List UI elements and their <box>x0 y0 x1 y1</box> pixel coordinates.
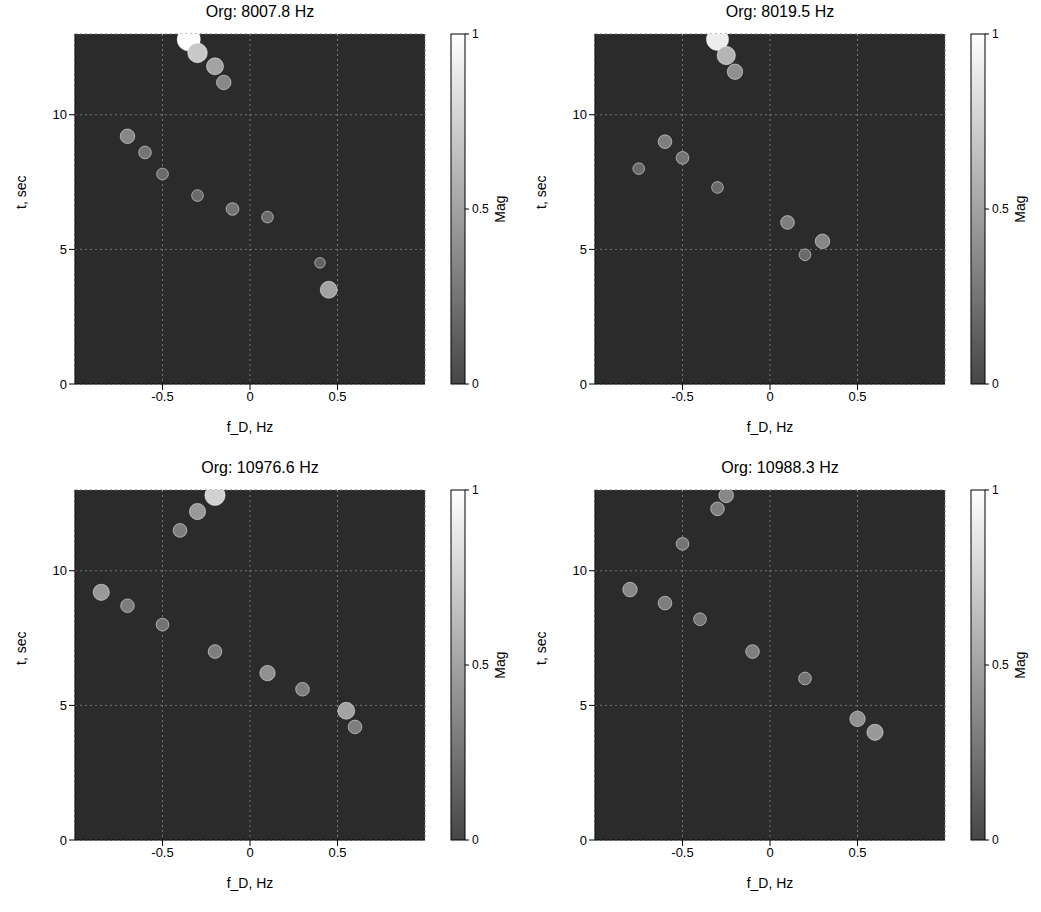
html-text:Org: 10988.3 Hz: Org: 10988.3 Hz <box>721 459 839 476</box>
svg-text:5: 5 <box>60 242 67 257</box>
html-text:Org: 10976.6 Hz: Org: 10976.6 Hz <box>201 459 319 476</box>
svg-text:1: 1 <box>992 483 999 497</box>
html-text:Org: 8019.5 Hz: Org: 8019.5 Hz <box>725 3 835 20</box>
svg-text:0.5: 0.5 <box>848 845 866 860</box>
svg-text:10: 10 <box>53 563 67 578</box>
svg-text:-0.5: -0.5 <box>151 845 173 860</box>
svg-text:0: 0 <box>580 377 587 392</box>
svg-text:-0.5: -0.5 <box>671 845 693 860</box>
svg-text:0: 0 <box>992 833 999 847</box>
svg-text:0: 0 <box>246 389 253 404</box>
svg-text:10: 10 <box>573 563 587 578</box>
svg-text:0: 0 <box>472 377 479 391</box>
svg-text:-0.5: -0.5 <box>671 389 693 404</box>
svg-text:0: 0 <box>60 377 67 392</box>
svg-text:0: 0 <box>60 833 67 848</box>
svg-text:0: 0 <box>992 377 999 391</box>
svg-text:0.5: 0.5 <box>848 389 866 404</box>
svg-text:0.5: 0.5 <box>472 658 489 672</box>
svg-text:10: 10 <box>53 107 67 122</box>
svg-text:t, sec: t, sec <box>13 632 29 665</box>
svg-text:10: 10 <box>573 107 587 122</box>
svg-text:f_D, Hz: f_D, Hz <box>747 875 794 891</box>
html-text:Org: 8007.8 Hz: Org: 8007.8 Hz <box>205 3 315 20</box>
svg-text:0: 0 <box>472 833 479 847</box>
svg-text:-0.5: -0.5 <box>151 389 173 404</box>
svg-text:t, sec: t, sec <box>533 176 549 209</box>
svg-text:Mag: Mag <box>1012 195 1028 222</box>
svg-text:0.5: 0.5 <box>328 845 346 860</box>
svg-text:1: 1 <box>472 483 479 497</box>
svg-text:Mag: Mag <box>1012 651 1028 678</box>
svg-text:0: 0 <box>246 845 253 860</box>
svg-text:0: 0 <box>580 833 587 848</box>
svg-text:0.5: 0.5 <box>992 202 1009 216</box>
svg-text:f_D, Hz: f_D, Hz <box>747 419 794 435</box>
svg-text:f_D, Hz: f_D, Hz <box>227 419 274 435</box>
svg-text:Mag: Mag <box>492 651 508 678</box>
svg-text:1: 1 <box>472 27 479 41</box>
svg-text:0.5: 0.5 <box>992 658 1009 672</box>
svg-text:0: 0 <box>766 389 773 404</box>
svg-text:1: 1 <box>992 27 999 41</box>
svg-text:t, sec: t, sec <box>533 632 549 665</box>
svg-text:Mag: Mag <box>492 195 508 222</box>
svg-text:0.5: 0.5 <box>472 202 489 216</box>
svg-text:t, sec: t, sec <box>13 176 29 209</box>
svg-text:f_D, Hz: f_D, Hz <box>227 875 274 891</box>
svg-text:0.5: 0.5 <box>328 389 346 404</box>
svg-text:5: 5 <box>580 698 587 713</box>
svg-text:5: 5 <box>580 242 587 257</box>
svg-text:5: 5 <box>60 698 67 713</box>
svg-text:0: 0 <box>766 845 773 860</box>
